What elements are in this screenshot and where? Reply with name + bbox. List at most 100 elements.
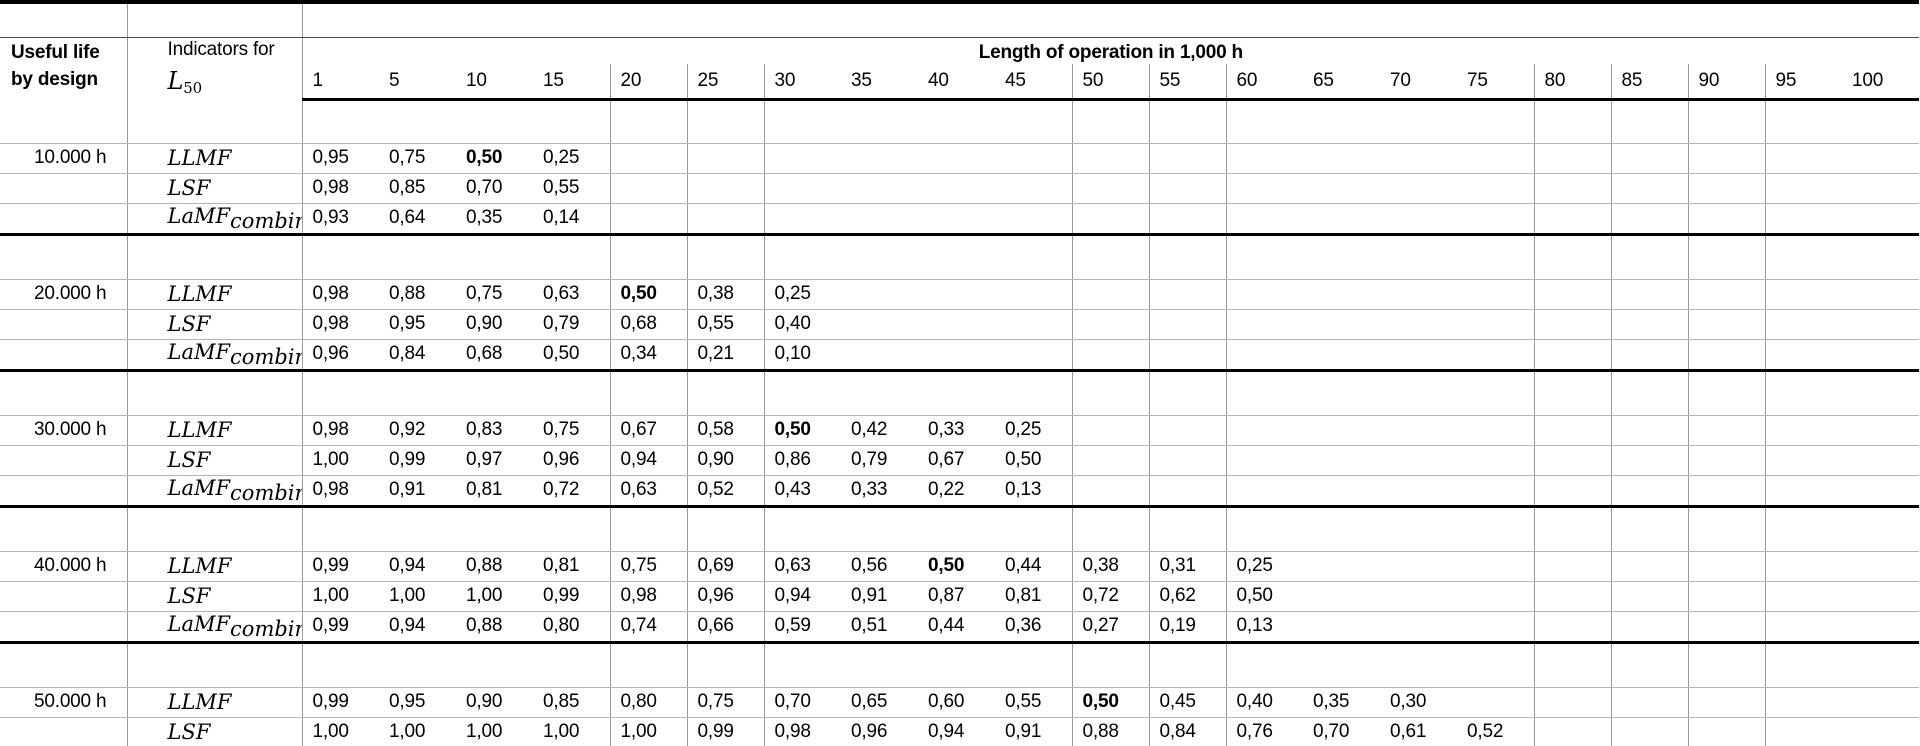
value-cell	[1225, 203, 1303, 236]
value-cell	[1610, 415, 1688, 446]
indicator-label: LLMF	[167, 689, 232, 714]
spacer-cell	[1533, 370, 1611, 416]
table-top-row	[0, 2, 1920, 38]
indicator-label: LaMF	[167, 611, 231, 636]
value-cell: 1,00	[533, 717, 610, 746]
value-cell	[1687, 309, 1765, 340]
spacer-cell	[841, 642, 918, 688]
value-cell	[763, 173, 841, 204]
value-cell: 0,88	[379, 279, 456, 310]
value-cell	[1842, 475, 1920, 508]
value-cell	[1610, 581, 1688, 612]
value-cell: 0,75	[609, 551, 687, 582]
spacer-cell	[686, 234, 764, 280]
value-cell	[1687, 687, 1765, 718]
value-cell: 0,50	[918, 551, 995, 582]
value-cell: 0,85	[379, 173, 456, 204]
value-cell	[1610, 445, 1688, 476]
value-cell: 0,99	[302, 551, 379, 582]
value-cell	[1764, 415, 1842, 446]
value-cell: 0,61	[1380, 717, 1457, 746]
spacer-cell	[1533, 642, 1611, 688]
spacer-cell	[1380, 370, 1457, 416]
value-cell	[1380, 339, 1457, 372]
value-cell: 0,45	[1148, 687, 1226, 718]
value-cell: 0,42	[841, 415, 918, 446]
life-cell	[0, 475, 128, 508]
table-row-50000h-lsf: LSF 1,00 1,00 1,00 1,00 1,00 0,99 0,98 0,96 0,94 0…	[0, 717, 1920, 746]
column-header-row: 1 5 10 15 20 25 30 35 40 45 50 55 60 65 70 75 80 85 90 95 10…	[0, 64, 1920, 101]
value-cell: 0,95	[302, 143, 379, 174]
value-cell	[1533, 445, 1611, 476]
value-cell: 0,55	[686, 309, 764, 340]
spacer-cell	[1303, 506, 1380, 552]
value-cell	[1380, 415, 1457, 446]
value-cell: 0,69	[686, 551, 764, 582]
spacer-row	[0, 99, 1920, 144]
column-header-100: 100	[1842, 64, 1920, 101]
spacer-cell	[1610, 99, 1688, 144]
indicator-label: LSF	[167, 447, 211, 472]
spacer-cell	[918, 234, 995, 280]
column-header-10: 10	[456, 64, 533, 101]
value-cell	[1764, 173, 1842, 204]
spacer-cell	[918, 506, 995, 552]
value-cell	[1533, 279, 1611, 310]
spacer-cell	[302, 99, 379, 144]
value-cell: 0,13	[1225, 611, 1303, 644]
spacer-cell	[127, 370, 303, 416]
l50-subscript: 50	[183, 78, 202, 97]
spacer-cell	[995, 99, 1072, 144]
spacer-cell	[1457, 370, 1534, 416]
value-cell	[1610, 203, 1688, 236]
spacer-cell	[609, 642, 687, 688]
spacer-cell	[1303, 234, 1380, 280]
value-cell	[1533, 173, 1611, 204]
spacer-cell	[379, 370, 456, 416]
value-cell	[1533, 415, 1611, 446]
value-cell: 0,33	[918, 415, 995, 446]
spacer-cell	[1533, 234, 1611, 280]
value-cell: 0,87	[918, 581, 995, 612]
indicator-label-subscript: combined	[230, 344, 301, 369]
value-cell	[1610, 173, 1688, 204]
value-cell	[1303, 611, 1380, 644]
life-cell	[0, 445, 128, 476]
spacer-row	[0, 642, 1920, 688]
spacer-cell	[1148, 234, 1226, 280]
value-cell	[1764, 445, 1842, 476]
value-cell: 0,31	[1148, 551, 1226, 582]
spacer-cell	[1764, 99, 1842, 144]
value-cell: 0,55	[995, 687, 1072, 718]
value-cell	[1764, 339, 1842, 372]
value-cell	[1764, 581, 1842, 612]
value-cell: 0,27	[1071, 611, 1149, 644]
spacer-cell	[1071, 506, 1149, 552]
value-cell	[1071, 143, 1149, 174]
life-cell	[0, 611, 128, 644]
value-cell	[1303, 415, 1380, 446]
value-cell	[1533, 581, 1611, 612]
value-cell	[1842, 687, 1920, 718]
spacer-cell	[379, 506, 456, 552]
length-of-operation-header: Length of operation in 1,000 h	[978, 42, 1243, 63]
spacer-cell	[1687, 234, 1765, 280]
value-cell	[1533, 203, 1611, 236]
indicator-label-cell: LLMF	[127, 551, 303, 582]
value-cell	[1533, 475, 1611, 508]
spacer-cell	[379, 642, 456, 688]
spacer-cell	[533, 506, 610, 552]
value-cell	[1303, 309, 1380, 340]
value-cell: 0,38	[1071, 551, 1149, 582]
value-cell: 0,65	[841, 687, 918, 718]
spacer-cell	[763, 99, 841, 144]
indicator-label-cell: LaMFcombined	[127, 611, 303, 644]
spacer-cell	[995, 234, 1072, 280]
value-cell	[1687, 717, 1765, 746]
spacer-cell	[1610, 234, 1688, 280]
value-cell	[1533, 309, 1611, 340]
spacer-cell	[1071, 642, 1149, 688]
value-cell	[841, 279, 918, 310]
value-cell	[1687, 143, 1765, 174]
value-cell	[1071, 475, 1149, 508]
